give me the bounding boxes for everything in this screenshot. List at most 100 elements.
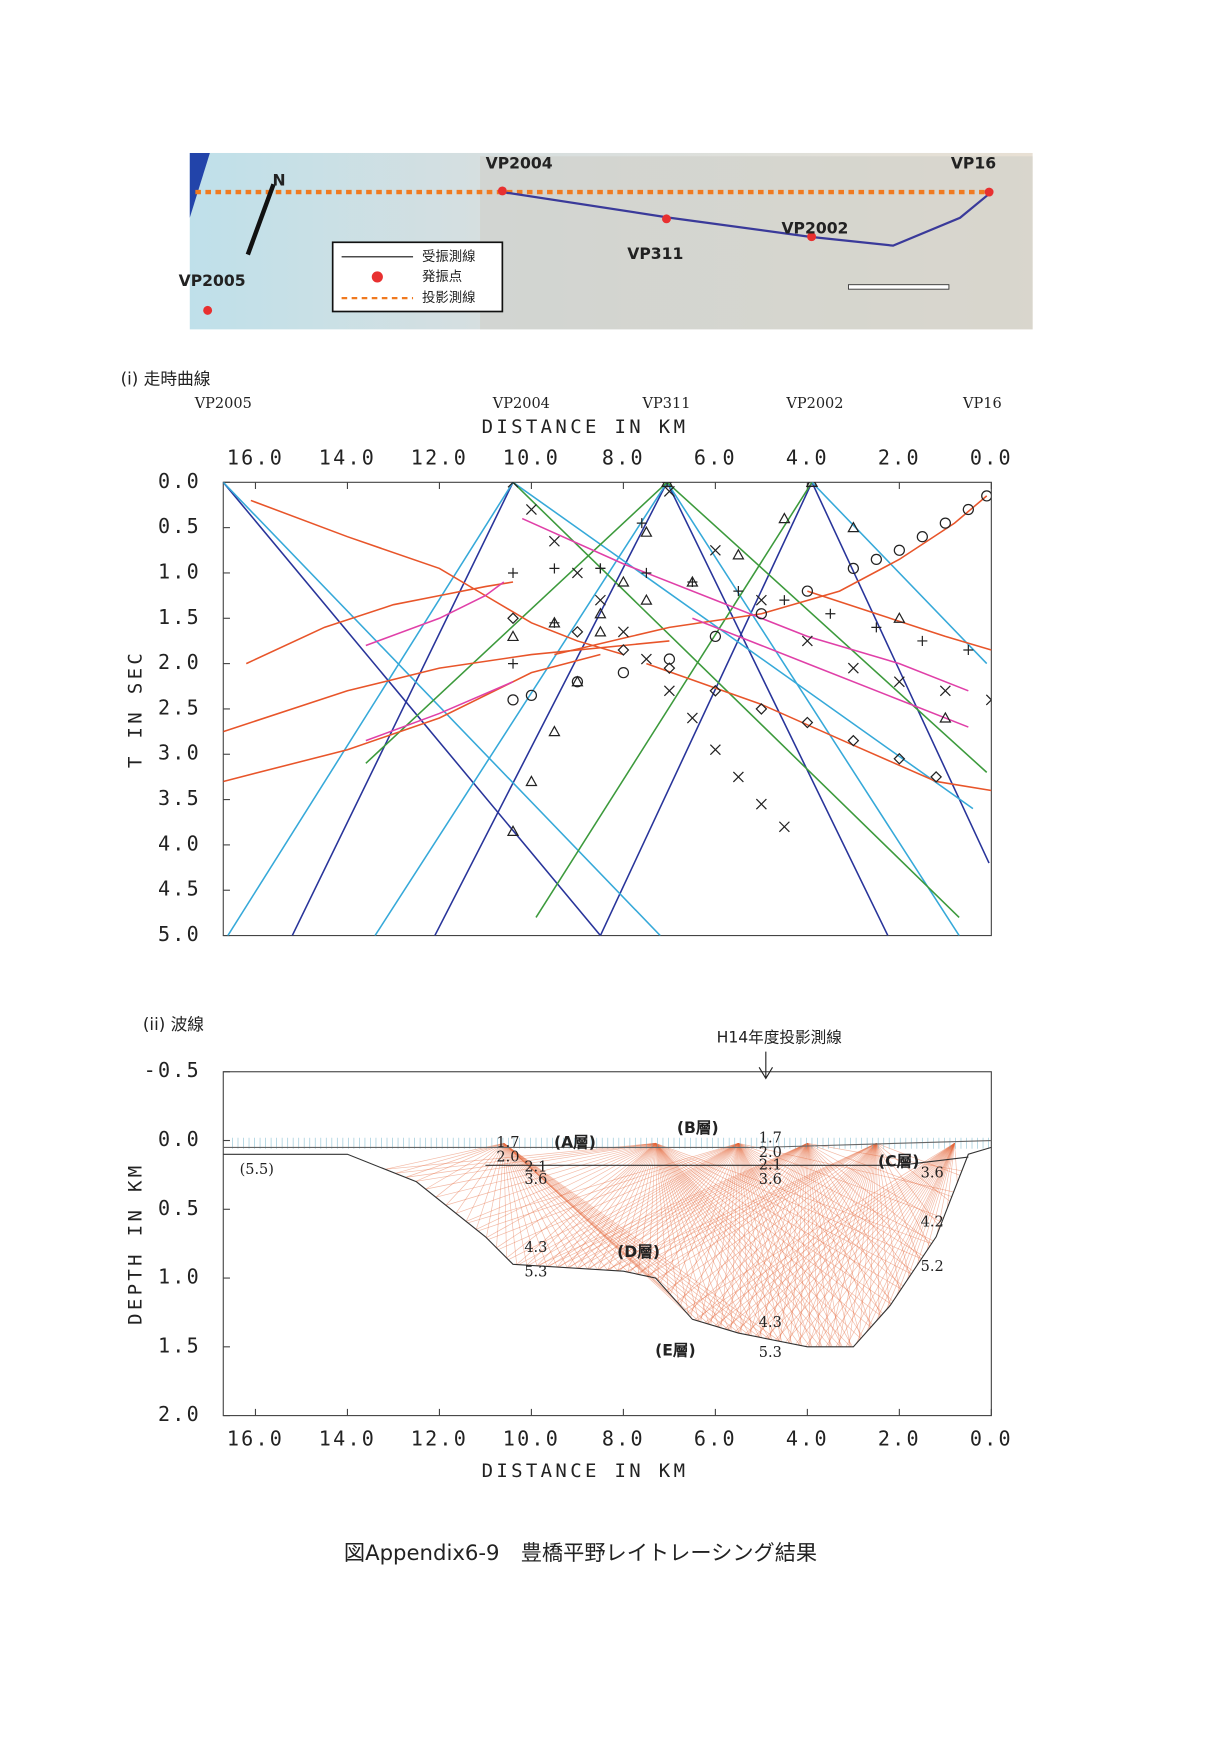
ray: [738, 1143, 803, 1346]
ray: [680, 1143, 739, 1307]
ray: [615, 1142, 877, 1272]
ray: [536, 1142, 808, 1267]
marker: [595, 563, 606, 574]
ray: [557, 1142, 808, 1268]
ray: [769, 1143, 808, 1340]
x-tick-label: 10.0: [503, 445, 560, 469]
ray: [876, 1143, 941, 1228]
x-tick-label: 16.0: [227, 445, 284, 469]
ray: [896, 1143, 955, 1297]
ray: [655, 1142, 892, 1305]
ray: [548, 1142, 739, 1267]
ray: [670, 1143, 739, 1295]
receiver-line: [502, 190, 993, 247]
ray: [876, 1143, 955, 1322]
ray: [655, 1143, 700, 1322]
velocity-label: 4.2: [921, 1214, 944, 1230]
ray: [506, 1143, 656, 1259]
map-label: VP2005: [179, 272, 246, 290]
velocity-label: 5.2: [921, 1259, 944, 1275]
ray: [738, 1143, 823, 1347]
ray: [738, 1143, 884, 1315]
marker: [548, 535, 560, 547]
ray: [807, 1143, 851, 1347]
layer-label: (E層): [655, 1341, 696, 1359]
y-tick-label: 3.5: [158, 786, 201, 810]
ray: [738, 1143, 762, 1338]
legend-text: 投影測線: [422, 290, 476, 306]
map-sea: [189, 152, 210, 218]
ray: [946, 1143, 955, 1209]
ray: [655, 1143, 861, 1339]
ray: [698, 1143, 808, 1322]
ray: [815, 1143, 955, 1348]
ray: [730, 1143, 739, 1331]
ray: [655, 1143, 730, 1331]
marker: [801, 716, 814, 729]
ray: [807, 1143, 892, 1305]
x-tick-label: 2.0: [878, 445, 921, 469]
ray: [738, 1143, 863, 1337]
ray: [599, 1143, 739, 1270]
y-tick-label: 1.5: [158, 605, 201, 629]
plot-frame: [222, 1071, 992, 1417]
y-tick-label: 2.0: [158, 650, 201, 674]
marker: [507, 694, 519, 706]
map-label: VP2004: [486, 155, 553, 173]
north-label: N: [273, 171, 286, 189]
ray: [579, 1143, 739, 1269]
marker: [732, 771, 744, 783]
ray: [744, 1143, 955, 1335]
marker: [641, 567, 652, 578]
ray: [516, 1143, 656, 1265]
ray: [759, 1143, 808, 1338]
ray: [807, 1143, 932, 1244]
ray: [704, 1142, 955, 1324]
ray: [655, 1143, 690, 1316]
marker: [571, 675, 584, 687]
ray: [597, 1143, 656, 1270]
series-line: [485, 1156, 969, 1166]
ray: [655, 1143, 679, 1304]
marker: [686, 575, 699, 587]
marker: [962, 503, 974, 516]
ray: [855, 1143, 955, 1344]
ray: [659, 1143, 739, 1284]
ray: [777, 1143, 877, 1342]
ray: [926, 1143, 955, 1251]
ray: [738, 1143, 833, 1347]
ray: [597, 1142, 808, 1270]
marker: [548, 725, 561, 737]
ray: [835, 1143, 955, 1347]
marker: [755, 594, 767, 606]
ray: [655, 1142, 932, 1244]
ray: [415, 1142, 504, 1182]
ray: [503, 1143, 578, 1269]
series-line: [374, 482, 668, 936]
ray: [655, 1143, 882, 1317]
y-tick-label: 5.0: [158, 922, 201, 946]
ray: [738, 1142, 934, 1242]
series-line: [434, 482, 668, 936]
ray: [518, 1142, 739, 1265]
shot-label: VP2004: [492, 396, 550, 412]
ray: [577, 1142, 808, 1269]
plot-area: [223, 1137, 992, 1348]
velocity-label: 2.0: [759, 1145, 782, 1161]
marker: [939, 517, 951, 529]
ray: [738, 1143, 853, 1347]
ray: [503, 1143, 568, 1268]
marker: [801, 635, 813, 647]
ray: [503, 1143, 720, 1328]
y-tick-label: 0.0: [158, 469, 201, 493]
ray: [807, 1143, 872, 1328]
ray: [465, 1142, 656, 1222]
shot-point: [984, 187, 994, 197]
velocity-label: 1.7: [759, 1131, 782, 1147]
ray: [503, 1142, 780, 1342]
velocity-label: 2.0: [496, 1150, 519, 1166]
marker: [778, 821, 790, 833]
ray: [668, 1143, 808, 1293]
scale-bar: [847, 284, 950, 290]
